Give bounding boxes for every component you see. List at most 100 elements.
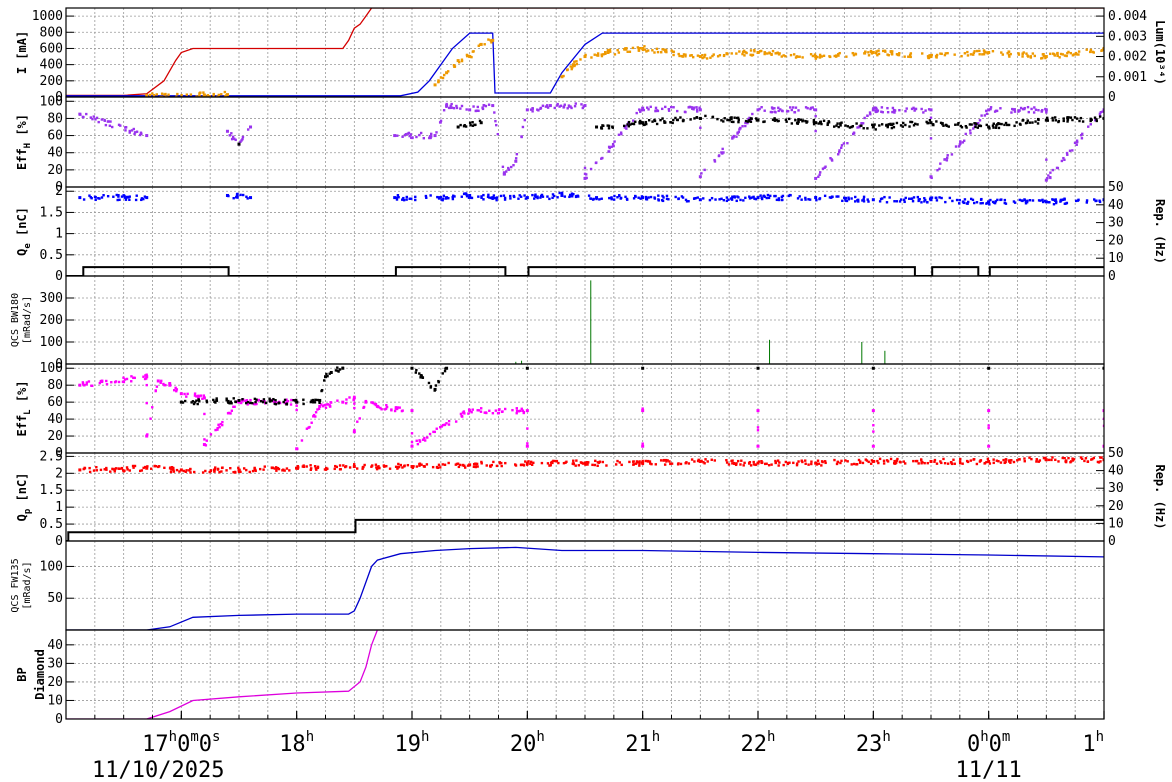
data-point-cloud (869, 462, 873, 465)
data-point-cloud (289, 403, 293, 406)
data-point-cloud (1006, 123, 1009, 127)
data-point-cloud (895, 200, 899, 203)
data-point-cloud (824, 461, 827, 465)
data-point-cloud (1003, 123, 1006, 127)
data-point-cloud (928, 119, 932, 122)
data-point-cloud (1080, 457, 1084, 460)
data-point-cloud (1018, 198, 1021, 202)
data-point-cloud (1021, 107, 1025, 111)
data-point-cloud (855, 462, 859, 466)
data-point-cloud (471, 121, 474, 124)
data-point-cloud (643, 48, 647, 51)
data-point (179, 400, 183, 404)
data-point-cloud (677, 197, 680, 201)
data-point-cloud (562, 105, 566, 108)
data-point-cloud (1023, 457, 1026, 460)
data-point-cloud (967, 200, 970, 204)
data-point-cloud (838, 51, 841, 55)
data-point-cloud (735, 52, 738, 55)
data-point-cloud (820, 55, 824, 58)
data-point-cloud (1074, 51, 1078, 55)
data-point-cloud (337, 370, 340, 373)
data-point-cloud (1086, 460, 1089, 463)
data-point-cloud (311, 398, 315, 402)
data-point-cloud (584, 176, 588, 180)
data-point-cloud (646, 106, 649, 109)
data-point-cloud (824, 165, 827, 168)
data-point-cloud (183, 399, 187, 403)
data-point-cloud (676, 109, 679, 113)
data-point-cloud (812, 118, 816, 122)
data-point-cloud (797, 120, 800, 124)
data-point-cloud (727, 198, 730, 201)
data-point-cloud (899, 198, 903, 201)
data-point-cloud (400, 409, 404, 413)
data-point-cloud (1038, 459, 1042, 462)
data-point-cloud (953, 462, 956, 465)
data-point-cloud (662, 196, 665, 199)
data-point-cloud (201, 471, 205, 474)
data-point-cloud (97, 120, 100, 124)
data-point-cloud (972, 53, 975, 56)
data-point-cloud (433, 430, 436, 434)
data-point-cloud (322, 379, 326, 382)
data-point-cloud (636, 461, 639, 464)
data-point-cloud (969, 53, 973, 56)
data-point (698, 175, 702, 179)
data-point-cloud (143, 195, 147, 198)
data-point-cloud (396, 134, 399, 137)
data-point-cloud (117, 194, 120, 197)
data-point (987, 444, 991, 448)
data-point-cloud (678, 54, 681, 58)
data-point-cloud (612, 198, 616, 201)
data-point-cloud (188, 469, 191, 472)
data-point-cloud (770, 106, 774, 109)
data-point-cloud (670, 462, 674, 465)
data-point-cloud (981, 201, 984, 205)
data-point-cloud (418, 440, 422, 443)
data-point-cloud (234, 138, 237, 142)
data-point-cloud (524, 460, 527, 463)
data-point-cloud (754, 117, 758, 120)
data-point (468, 463, 472, 467)
data-point-cloud (801, 56, 804, 59)
data-point-cloud (598, 460, 602, 463)
data-point-cloud (442, 73, 446, 77)
data-point-cloud (657, 198, 660, 201)
data-point-cloud (603, 51, 607, 54)
data-point-cloud (731, 459, 734, 462)
data-point-cloud (121, 380, 125, 383)
data-point-cloud (199, 394, 203, 397)
data-point-cloud (517, 197, 520, 200)
data-point-cloud (966, 54, 970, 57)
data-point-cloud (520, 407, 523, 410)
data-point-cloud (259, 400, 263, 403)
data-point-cloud (711, 115, 715, 119)
data-point-cloud (215, 399, 219, 402)
data-point-cloud (410, 432, 414, 435)
data-point-cloud (746, 120, 749, 123)
data-point-cloud (168, 382, 172, 385)
data-point-cloud (789, 53, 793, 57)
data-point-cloud (313, 465, 317, 468)
data-point-cloud (992, 122, 995, 125)
data-point-cloud (690, 458, 694, 461)
data-point-cloud (301, 465, 305, 468)
y-tick-label: 1.5 (40, 483, 63, 498)
data-point-cloud (748, 461, 751, 465)
data-point-cloud (610, 196, 613, 199)
data-point-cloud (252, 402, 256, 406)
data-point-cloud (285, 403, 288, 406)
data-point-cloud (799, 118, 802, 121)
data-point-cloud (217, 93, 221, 97)
data-point-cloud (740, 459, 743, 462)
data-point-cloud (638, 121, 641, 124)
data-point (987, 459, 991, 463)
data-point-cloud (149, 417, 152, 420)
data-point-cloud (796, 55, 799, 58)
data-point-cloud (928, 54, 931, 57)
data-point-cloud (619, 131, 623, 134)
data-point-cloud (880, 110, 883, 113)
data-point-cloud (836, 122, 839, 125)
